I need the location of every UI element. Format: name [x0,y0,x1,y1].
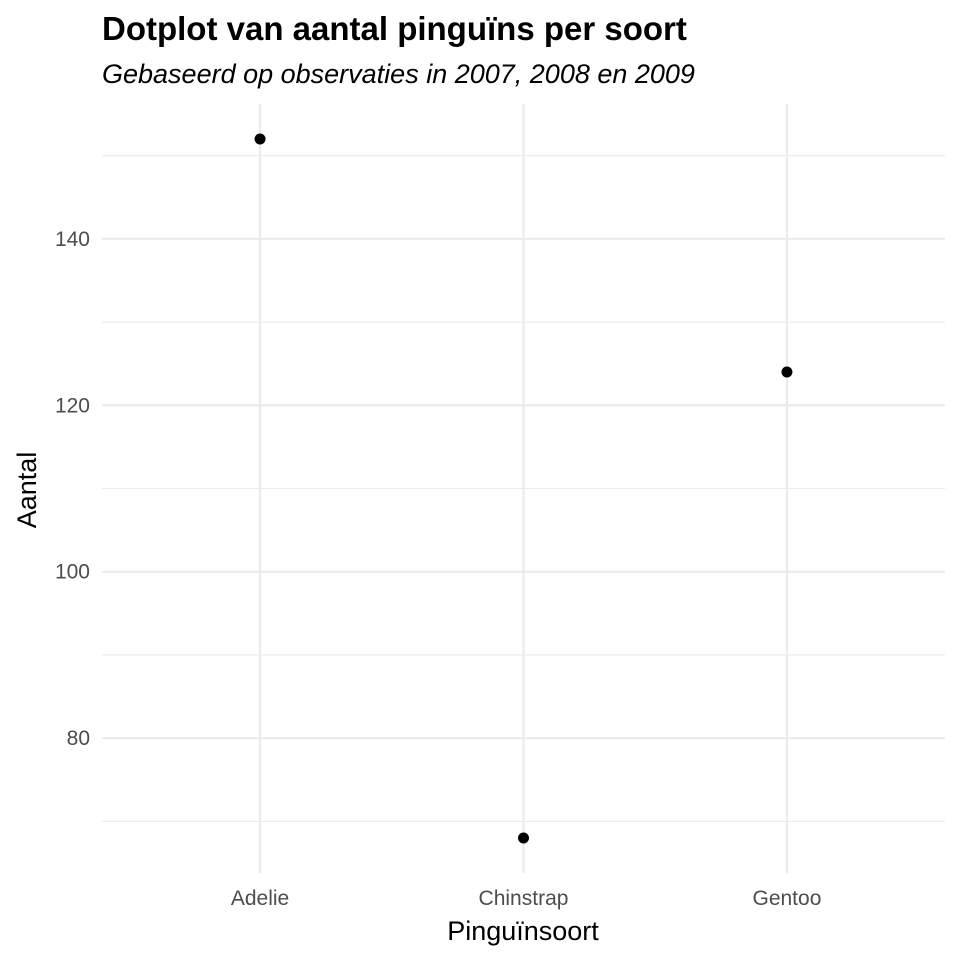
x-axis-ticks: Adelie Chinstrap Gentoo [231,887,822,910]
x-tick-label: Adelie [231,887,289,910]
gridlines [102,104,945,873]
y-axis-ticks: 80 100 120 140 [55,228,90,750]
x-tick-label: Chinstrap [479,887,569,910]
data-points [254,133,793,844]
y-tick-label: 140 [55,228,90,251]
y-tick-label: 100 [55,561,90,584]
x-axis-title: Pinguïnsoort [447,916,599,946]
chart-subtitle: Gebaseerd op observaties in 2007, 2008 e… [102,59,695,89]
y-axis-title: Aantal [12,452,42,529]
data-point-chinstrap [518,832,529,844]
chart-title: Dotplot van aantal pinguïns per soort [102,10,687,47]
data-point-adelie [254,133,266,145]
x-tick-label: Gentoo [752,887,821,910]
data-point-gentoo [781,366,793,378]
y-tick-label: 80 [67,727,90,750]
y-tick-label: 120 [55,394,90,417]
